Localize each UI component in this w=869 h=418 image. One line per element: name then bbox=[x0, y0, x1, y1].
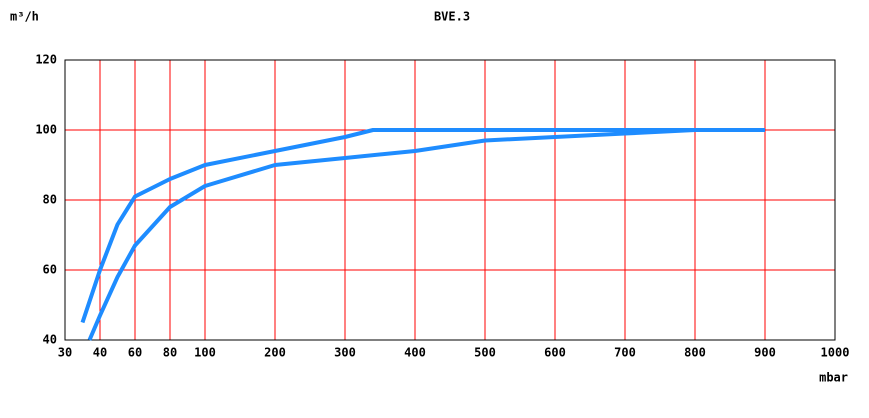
x-tick-label: 800 bbox=[684, 346, 706, 360]
x-tick-label: 40 bbox=[93, 346, 107, 360]
x-tick-label: 200 bbox=[264, 346, 286, 360]
x-tick-label: 300 bbox=[334, 346, 356, 360]
curve bbox=[80, 128, 765, 324]
x-tick-label: 700 bbox=[614, 346, 636, 360]
x-tick-label: 30 bbox=[58, 346, 72, 360]
x-tick-label: 600 bbox=[544, 346, 566, 360]
x-tick-label: 100 bbox=[194, 346, 216, 360]
y-tick-label: 120 bbox=[35, 53, 57, 67]
x-tick-label: 500 bbox=[474, 346, 496, 360]
x-tick-label: 900 bbox=[754, 346, 776, 360]
y-axis-label: m³/h bbox=[10, 10, 39, 24]
y-tick-label: 80 bbox=[43, 193, 57, 207]
x-tick-label: 60 bbox=[128, 346, 142, 360]
x-tick-label: 80 bbox=[163, 346, 177, 360]
plot-frame bbox=[64, 59, 836, 341]
y-tick-label: 100 bbox=[35, 123, 57, 137]
x-tick-label: 400 bbox=[404, 346, 426, 360]
chart-title: BVE.3 bbox=[434, 10, 470, 24]
x-axis-label: mbar bbox=[819, 371, 848, 385]
y-tick-label: 60 bbox=[43, 263, 57, 277]
curve bbox=[87, 128, 765, 341]
x-tick-label: 1000 bbox=[821, 346, 850, 360]
y-tick-label: 40 bbox=[43, 333, 57, 347]
